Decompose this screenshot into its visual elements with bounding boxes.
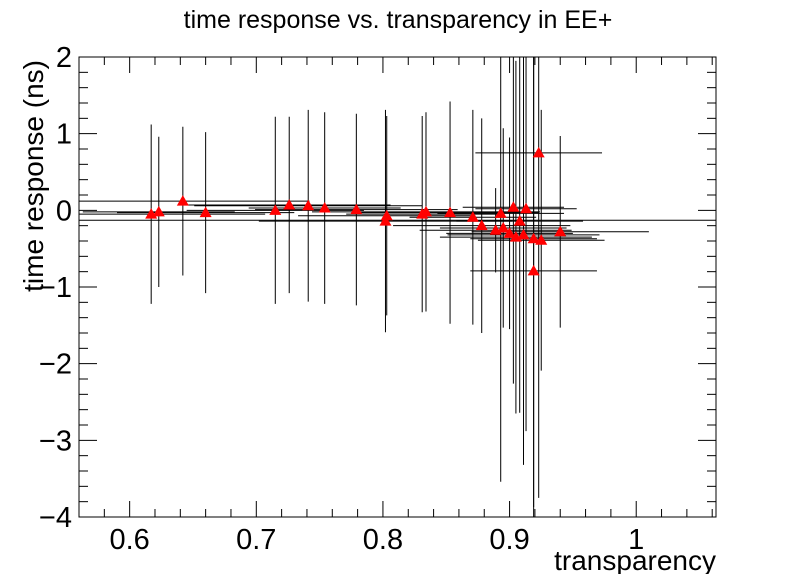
data-point [444, 206, 457, 218]
data-point [199, 206, 212, 218]
y-axis-title: time response (ns) [18, 60, 49, 292]
data-point [350, 203, 363, 215]
data-point [176, 195, 189, 206]
y-tick-label: −1 [39, 272, 72, 304]
data-point [283, 198, 296, 210]
y-tick-label: −3 [39, 425, 72, 457]
x-tick-label: 0.7 [236, 524, 276, 556]
x-axis-title: transparency [554, 545, 716, 574]
x-tick-label: 0.9 [489, 524, 529, 556]
data-point [494, 207, 507, 218]
data-point [475, 219, 488, 231]
chart-title: time response vs. transparency in EE+ [184, 6, 613, 34]
data-point [379, 215, 392, 226]
data-point [302, 199, 315, 211]
data-point [535, 234, 548, 245]
y-tick-label: −2 [39, 349, 72, 381]
data-point [527, 232, 540, 244]
data-point [318, 202, 331, 213]
y-tick-label: −4 [39, 502, 72, 534]
data-point [269, 204, 282, 215]
y-tick-label: 0 [56, 195, 72, 227]
plot-frame [78, 56, 717, 518]
data-point [554, 225, 567, 237]
data-point [466, 211, 479, 222]
x-tick-label: 0.6 [109, 524, 149, 556]
data-point [507, 201, 520, 212]
data-point [380, 209, 393, 221]
data-point [497, 221, 510, 233]
data-point [520, 202, 533, 214]
y-tick-label: 2 [56, 42, 72, 74]
x-tick-label: 1 [628, 524, 644, 556]
data-layer [79, 57, 716, 517]
axes-layer: 0.6 0.7 0.8 0.9 1 −4 −3 −2 −1 0 1 2 [39, 42, 716, 556]
data-point [419, 205, 432, 217]
y-tick-label: 1 [56, 119, 72, 151]
x-tick-label: 0.8 [363, 524, 403, 556]
data-point [152, 205, 165, 217]
data-point [527, 264, 540, 276]
data-point [513, 215, 526, 226]
data-point [517, 228, 530, 240]
data-point [532, 146, 545, 158]
data-point [503, 227, 516, 238]
